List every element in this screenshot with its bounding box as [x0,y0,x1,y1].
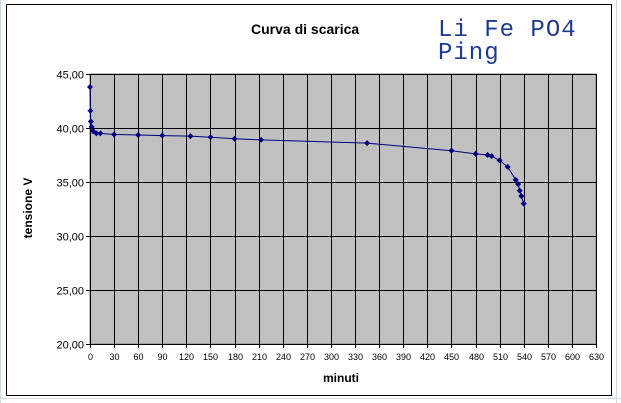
data-point[interactable] [512,176,519,183]
x-tick-label: 270 [300,352,315,362]
y-tick-label: 40,00 [56,124,84,136]
chart-svg: 0 30 60 90 120 150 180 210 240 270 300 330 360 390 420… [56,70,604,363]
chart-annotation-line-2: Ping [438,40,500,67]
data-point[interactable] [97,130,104,137]
data-point[interactable] [258,136,265,143]
x-tick-label: 510 [493,352,508,362]
data-point[interactable] [87,118,94,125]
x-tick-label: 330 [348,352,363,362]
x-tick-label: 90 [157,352,167,362]
x-tick-label: 540 [517,352,532,362]
data-point[interactable] [187,133,194,140]
x-tick-label: 390 [396,352,411,362]
data-point[interactable] [207,134,214,141]
data-point[interactable] [504,163,511,170]
data-point[interactable] [515,181,522,188]
data-point[interactable] [516,187,523,194]
x-tick-label: 240 [276,352,291,362]
x-tick-label: 150 [203,352,218,362]
data-point[interactable] [159,132,166,139]
x-tick-label: 180 [228,352,243,362]
data-point[interactable] [364,140,371,147]
y-tick-label: 25,00 [56,286,84,298]
chart-title: Curva di scarica [251,21,360,37]
x-tick-label: 210 [252,352,267,362]
data-point[interactable] [496,157,503,164]
x-tick-label: 60 [133,352,143,362]
x-tick-label: 480 [469,352,484,362]
data-point[interactable] [518,193,525,200]
data-point[interactable] [87,107,94,114]
x-tick-label: 570 [541,352,556,362]
y-tick-label: 30,00 [56,232,84,244]
data-point[interactable] [93,130,100,137]
data-point[interactable] [135,132,142,139]
x-tick-label: 450 [444,352,459,362]
y-tick-label: 45,00 [56,70,84,82]
x-tick-label: 420 [420,352,435,362]
x-tick-label: 600 [565,352,580,362]
plot-area [89,73,597,345]
data-point[interactable] [111,131,118,138]
y-tick-label: 35,00 [56,178,84,190]
x-tick-label: 120 [179,352,194,362]
data-point[interactable] [520,200,527,207]
x-tick-label: 630 [589,352,604,362]
x-tick-label: 0 [88,352,93,362]
chart-area[interactable]: 0 30 60 90 120 150 180 210 240 270 300 330 360 390 420… [6,4,612,396]
x-tick-label: 30 [109,352,119,362]
y-tick-label: 20,00 [56,340,84,352]
data-point[interactable] [90,128,97,135]
data-point[interactable] [448,147,455,154]
data-point[interactable] [87,83,93,90]
x-axis-label: minuti [323,371,359,385]
data-point[interactable] [488,153,495,160]
data-point[interactable] [472,150,479,157]
y-axis-label: tensione V [21,177,35,239]
chart-annotation-line-1: Li Fe PO4 [438,17,577,44]
x-tick-label: 300 [324,352,339,362]
x-tick-label: 360 [372,352,387,362]
data-point[interactable] [231,135,238,142]
